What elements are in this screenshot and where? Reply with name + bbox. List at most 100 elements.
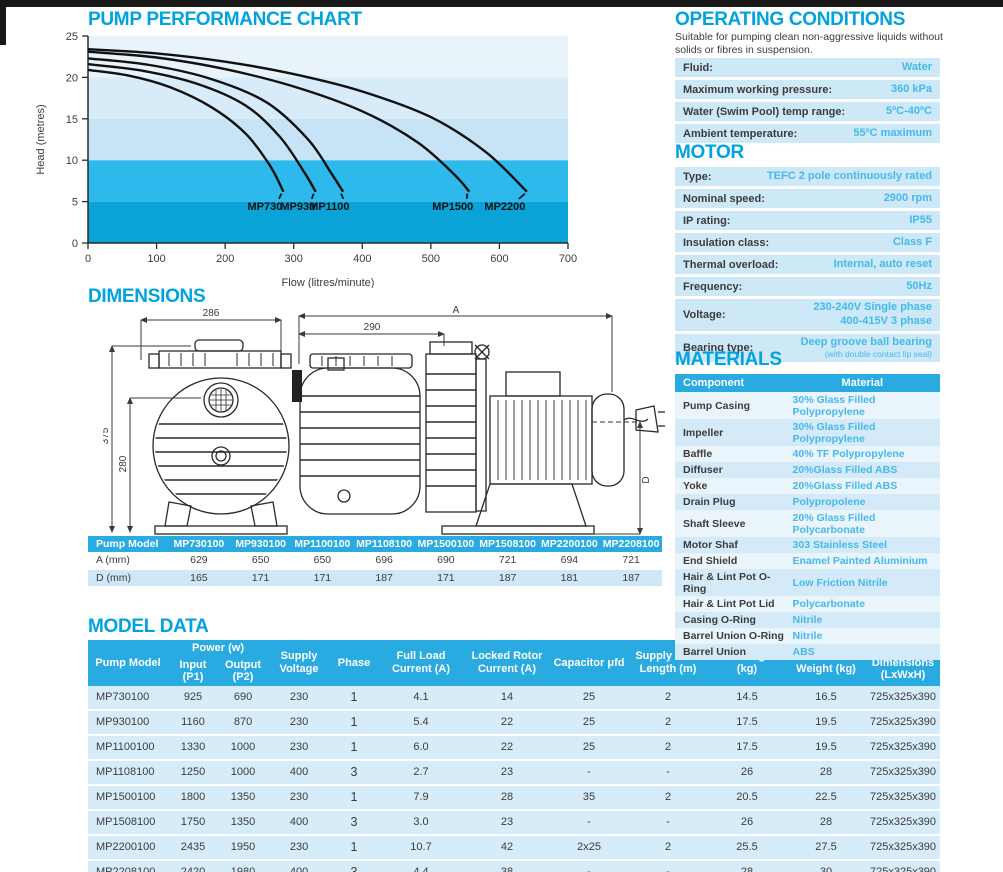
component-name: Shaft Sleeve [683,517,746,530]
cell: - [628,809,709,836]
material-name: 303 Stainless Steel [792,539,888,551]
cell: 1 [330,834,379,861]
x-tick-label: 700 [559,253,577,265]
x-tick-label: 500 [422,253,440,265]
cell: 2x25 [550,834,629,861]
component-name: Yoke [683,480,708,492]
component-name: Diffuser [683,464,723,476]
side-height-dim-label: D [641,476,652,483]
cell: 1 [330,734,379,761]
cell: 690 [218,685,269,711]
cell: 1000 [218,759,269,786]
cell: 725x325x390 [866,685,941,711]
row-label: Nominal speed: [683,192,765,205]
cell: 17.5 [708,709,787,736]
materials-row: Impeller 30% Glass Filled Polypropylene [675,419,940,446]
cell: 925 [168,685,218,711]
cell: 3 [330,859,379,872]
materials-row: Hair & Lint Pot O-Ring Low Friction Nitri… [675,569,940,596]
cell: 725x325x390 [866,834,941,861]
cell: 17.5 [708,734,787,761]
component-name: Hair & Lint Pot O-Ring [683,570,771,595]
materials-row: Shaft Sleeve 20% Glass Filled Polycarbona… [675,510,940,537]
dims-col-header: MP2208100 [600,536,662,553]
operating-condition-row: Maximum working pressure: 360 kPa [675,80,940,99]
component-name: Barrel Union [683,646,747,658]
materials-header-row: Component Material [675,374,940,392]
cell: - [628,759,709,786]
table-row: A (mm) 629 650 650 696 690 721 694 721 [88,552,662,571]
materials-row: Barrel Union O-Ring Nitrile [675,628,940,644]
chart-band [88,36,568,78]
curve-label-MP1500: MP1500 [432,201,473,213]
motor-spec-row: Bearing type: Deep groove ball bearing (wi… [675,333,940,362]
cell: 171 [229,569,292,589]
front-width-dim-label: 286 [203,308,220,319]
x-tick-label: 600 [490,253,508,265]
cell: 725x325x390 [866,709,941,736]
operating-condition-row: Water (Swim Pool) temp range: 5ºC-40ºC [675,102,940,121]
cell: 2 [628,834,709,861]
row-value: Class F [892,235,932,248]
x-tick-label: 300 [285,253,303,265]
cell: - [628,859,709,872]
dims-col-header: MP1500100 [415,536,477,553]
materials-row: Motor Shaf 303 Stainless Steel [675,537,940,553]
x-axis-title: Flow (litres/minute) [282,277,375,288]
motor-spec-row: Insulation class: Class F [675,233,940,252]
component-name: Impeller [683,426,724,439]
cell: 725x325x390 [866,734,941,761]
row-value: 5ºC-40ºC [886,104,932,117]
motor-spec-row: Frequency: 50Hz [675,277,940,296]
component-name: Barrel Union O-Ring [683,630,784,642]
cell: 26 [708,759,787,786]
cell: 171 [291,569,354,589]
materials-row: Diffuser 20%Glass Filled ABS [675,462,940,478]
operating-condition-row: Fluid: Water [675,58,940,77]
model-col-header: Output (P2) [218,656,269,686]
row-label: Type: [683,170,712,183]
component-name: Pump Casing [683,399,751,412]
row-label: Voltage: [683,308,726,321]
cell: 721 [476,552,539,571]
cell: 27.5 [786,834,867,861]
cell: 1800 [168,784,218,811]
material-name: 30% Glass Filled Polypropylene [792,420,876,445]
page-top-edge [0,0,1003,7]
curve-MP730 [87,68,285,193]
row-label: IP rating: [683,214,731,227]
row-label: Frequency: [683,280,743,293]
curve-label-leader [310,193,315,200]
material-name: Polycarbonate [792,598,865,610]
page-left-edge [0,7,6,45]
materials-header-component: Component [683,377,745,389]
curve-label-MP1100: MP1100 [309,201,349,213]
cell: 2 [628,784,709,811]
cell: 25.5 [708,834,787,861]
model-col-header: Full Load Current (A) [378,640,465,686]
dims-col-header: MP1508100 [476,536,539,553]
cell: 1750 [168,809,218,836]
cell: 230 [268,784,331,811]
row-label: Fluid: [683,61,713,74]
materials-row: End Shield Enamel Painted Aluminium [675,553,940,569]
table-row: D (mm) 165 171 171 187 171 187 181 187 [88,569,662,589]
chart-band [88,118,568,161]
y-tick-label: 25 [66,31,78,43]
material-name: Nitrile [792,630,823,642]
row-label: Water (Swim Pool) temp range: [683,105,846,118]
materials-header-material: Material [841,377,884,389]
component-name: Drain Plug [683,496,736,508]
cell: 725x325x390 [866,809,941,836]
cell: 10.7 [378,834,465,861]
cell: 14 [464,685,551,711]
motor-section-title: MOTOR [675,142,744,163]
cell: 650 [291,552,354,571]
chart-canvas: 0 5 10 15 20 25 0 100 200 300 400 500 600 700 Head (me… [35,31,577,289]
cell: 22 [464,709,551,736]
cell: 25 [550,685,629,711]
cell: 171 [415,569,477,589]
cell: MP2200100 [88,834,168,861]
cell: 2435 [168,834,218,861]
cell: 181 [538,569,601,589]
